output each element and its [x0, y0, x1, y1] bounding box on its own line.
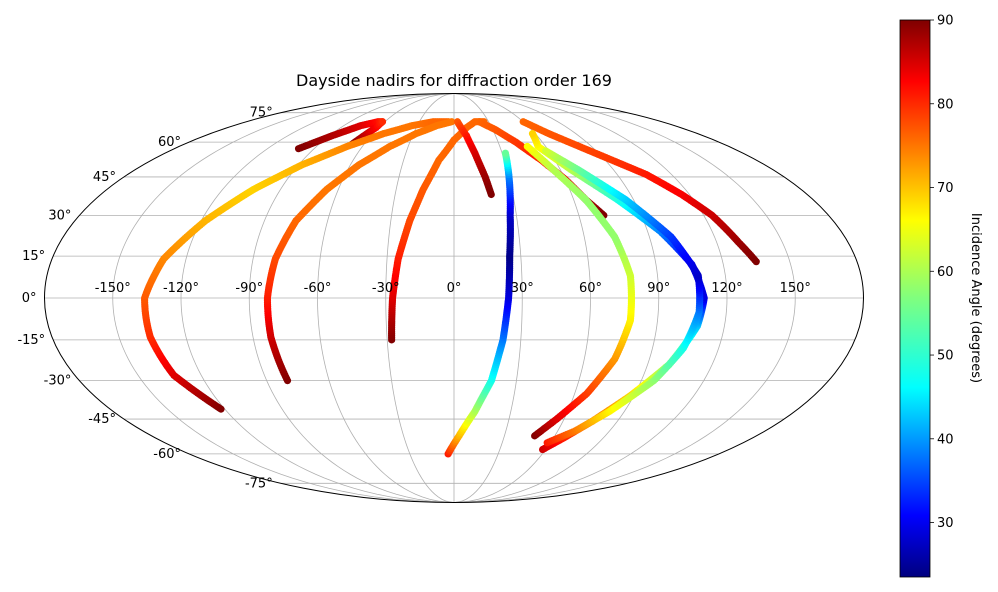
colorbar-tick-label: 70: [937, 181, 954, 196]
colorbar-tick-label: 80: [937, 97, 954, 112]
latitude-tick-label: -45°: [88, 412, 116, 427]
colorbar-tick-label: 60: [937, 265, 954, 280]
longitude-tick-label: 90°: [647, 281, 670, 296]
data-point: [752, 258, 760, 266]
colorbar-gradient: [899, 19, 931, 578]
data-point: [378, 118, 387, 126]
data-point: [487, 190, 495, 199]
longitude-tick-label: 150°: [780, 281, 811, 296]
colorbar-label: Incidence Angle (degrees): [968, 213, 983, 383]
longitude-tick-label: -30°: [372, 281, 400, 296]
latitude-tick-label: 0°: [22, 291, 37, 306]
latitude-tick-label: -75°: [245, 476, 273, 491]
data-point: [501, 149, 510, 157]
colorbar-tick-label: 50: [937, 349, 954, 364]
map-boundary: [44, 93, 864, 503]
graticule-grid: [44, 93, 864, 503]
longitude-tick-label: 60°: [579, 281, 602, 296]
longitude-tick-label: 30°: [511, 281, 534, 296]
latitude-tick-label: -15°: [17, 333, 45, 348]
data-points: [141, 118, 760, 458]
longitude-tick-label: -90°: [235, 281, 263, 296]
latitude-tick-label: -60°: [153, 447, 181, 462]
latitude-tick-labels: 75° 60° 45° 30° 15° 0° -15° -30° -45° -60° -75°: [17, 106, 272, 492]
colorbar-ticks: 30 40 50 60 70 80 90: [930, 14, 954, 531]
longitude-tick-label: -150°: [95, 281, 131, 296]
longitude-tick-labels: -150° -120° -90° -60° -30° 0° 30° 60° 90° 120° 150…: [95, 281, 811, 296]
data-point: [448, 118, 456, 126]
longitude-tick-label: 120°: [711, 281, 742, 296]
latitude-tick-label: 75°: [250, 106, 273, 121]
longitude-tick-label: 0°: [447, 281, 462, 296]
data-point: [542, 147, 550, 155]
longitude-tick-label: -60°: [304, 281, 332, 296]
colorbar-tick-label: 90: [937, 14, 954, 29]
latitude-tick-label: 60°: [158, 135, 181, 150]
data-point: [528, 130, 537, 138]
latitude-tick-label: 45°: [93, 170, 116, 185]
latitude-tick-label: 15°: [22, 249, 45, 264]
latitude-tick-label: -30°: [44, 374, 72, 389]
colorbar-tick-label: 40: [937, 432, 954, 447]
colorbar-tick-label: 30: [937, 516, 954, 531]
data-point: [523, 142, 531, 151]
chart-title: Dayside nadirs for diffraction order 169: [296, 71, 612, 90]
latitude-tick-label: 30°: [48, 208, 71, 223]
longitude-tick-label: -120°: [163, 281, 199, 296]
colorbar: 30 40 50 60 70 80 90 Incidence Angle (degrees): [899, 14, 983, 578]
